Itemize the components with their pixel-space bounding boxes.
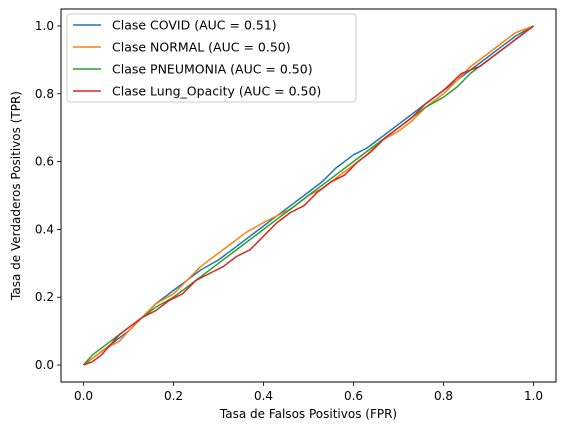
y-tick-label: 0.0 (35, 358, 54, 372)
plot-frame (60, 8, 557, 383)
x-tick-label: 0.6 (344, 389, 363, 403)
x-tick-label: 0.2 (164, 389, 183, 403)
y-axis-label: Tasa de Verdaderos Positivos (TPR) (9, 91, 23, 301)
legend-label-0: Clase COVID (AUC = 0.51) (112, 18, 277, 33)
series-lines (82, 25, 534, 366)
y-tick-label: 1.0 (35, 19, 54, 33)
x-tick-label: 0.8 (434, 389, 453, 403)
legend-label-1: Clase NORMAL (AUC = 0.50) (112, 40, 291, 55)
y-tick-label: 0.2 (35, 290, 54, 304)
y-tick-label: 0.4 (35, 222, 54, 236)
x-tick-label: 0.4 (254, 389, 273, 403)
legend-label-2: Clase PNEUMONIA (AUC = 0.50) (112, 62, 313, 77)
legend-label-3: Clase Lung_Opacity (AUC = 0.50) (112, 84, 321, 99)
x-tick-label: 0.0 (74, 389, 93, 403)
x-tick-label: 1.0 (524, 389, 543, 403)
x-axis-label: Tasa de Falsos Positivos (FPR) (219, 407, 397, 421)
series-line-3 (83, 25, 534, 366)
axis-ticks: 0.0 0.2 0.4 0.6 0.8 1.0 0.0 0.2 0.4 0.6 0.8 1.0 (35, 19, 543, 403)
legend: Clase COVID (AUC = 0.51) Clase NORMAL (AU… (66, 13, 357, 103)
legend-box (66, 13, 357, 103)
y-tick-label: 0.6 (35, 155, 54, 169)
y-tick-label: 0.8 (35, 87, 54, 101)
